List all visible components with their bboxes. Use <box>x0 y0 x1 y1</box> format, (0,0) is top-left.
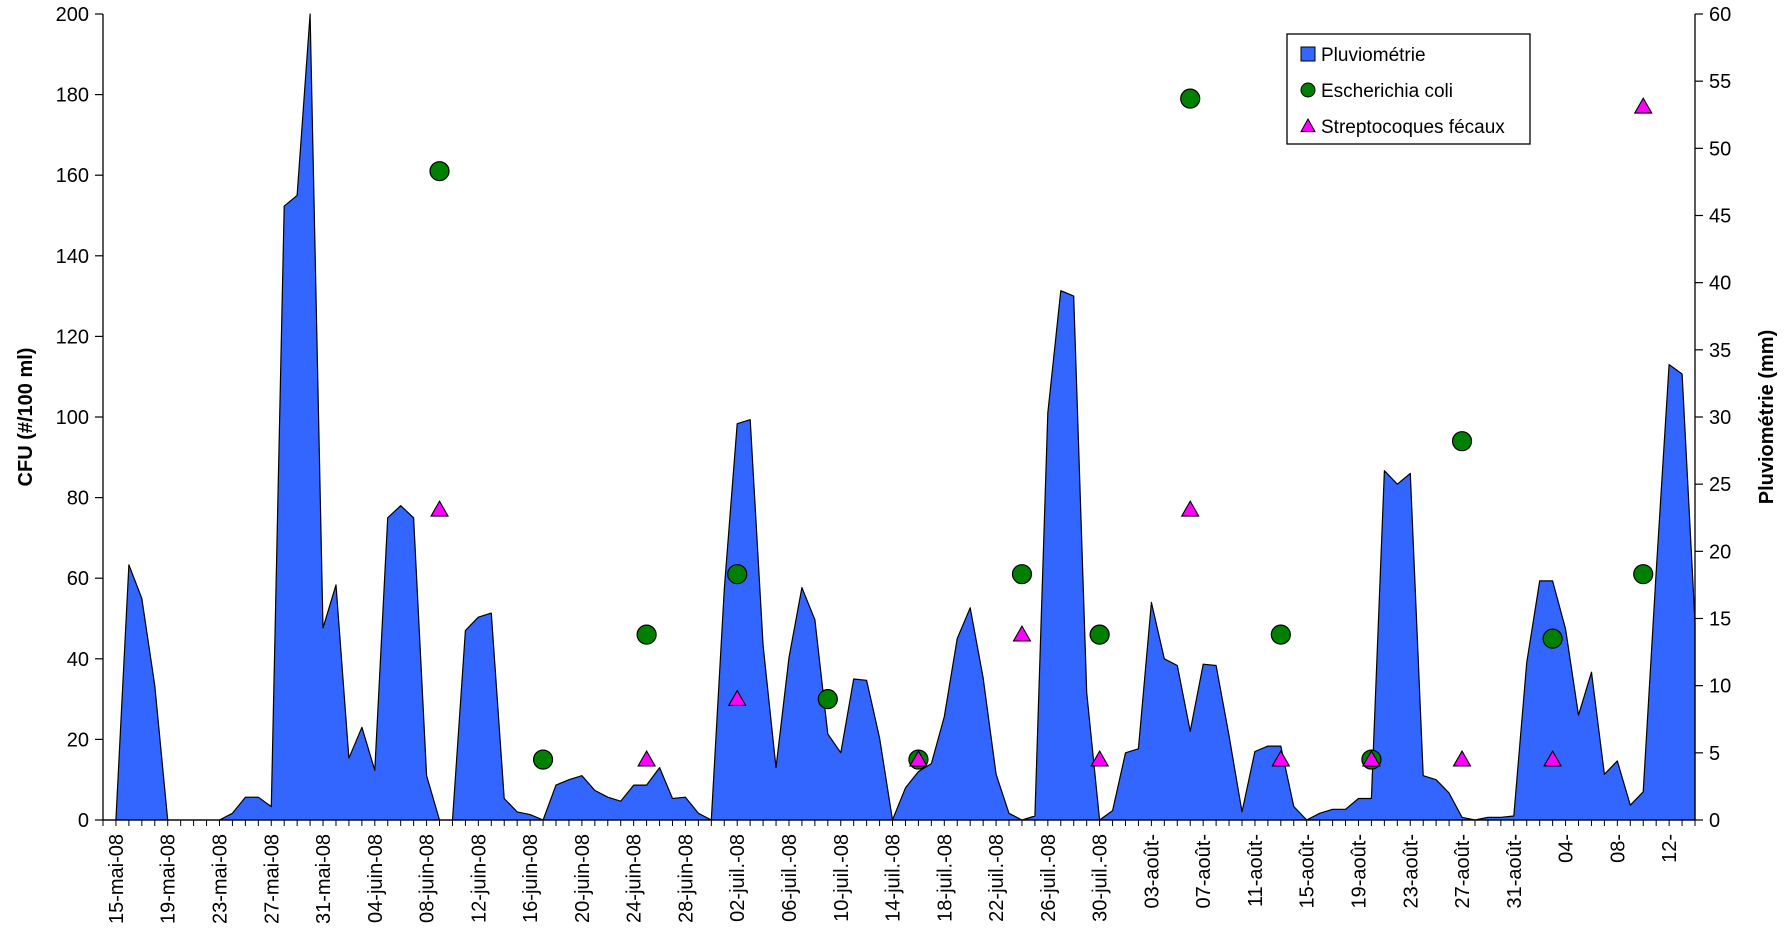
right-tick-label: 25 <box>1709 474 1731 496</box>
right-tick-label: 40 <box>1709 273 1731 295</box>
left-tick-label: 40 <box>67 649 89 671</box>
streptocoques-point <box>1633 97 1653 114</box>
left-axis-title: CFU (#/100 ml) <box>15 348 37 487</box>
left-tick-label: 80 <box>67 488 89 510</box>
streptocoques-point <box>430 500 449 517</box>
streptocoques-point <box>1090 749 1110 767</box>
right-tick-label: 20 <box>1709 541 1731 563</box>
left-tick-label: 20 <box>67 729 89 751</box>
rain-area <box>102 13 1696 821</box>
x-tick-label: 16-juin-08 <box>520 834 542 923</box>
legend-label: Pluviométrie <box>1321 45 1426 66</box>
streptocoques-point <box>1361 749 1381 767</box>
x-tick-label: 15-mai-08 <box>106 834 128 924</box>
x-tick-label: 27-août- <box>1452 834 1474 909</box>
x-tick-label: 26-juil.-08 <box>1038 834 1060 922</box>
markers-layer <box>429 88 1654 770</box>
streptocoques-point <box>1452 749 1472 767</box>
legend-swatch-ecoli <box>1300 82 1316 98</box>
streptocoques-point <box>1180 500 1200 517</box>
x-tick-label: 02-juil.-08 <box>727 834 749 922</box>
ecoli-point <box>1451 431 1473 452</box>
x-ticks: 15-mai-08 19-mai-08 23-mai-08 27-mai-08 31-m… <box>102 820 1696 924</box>
left-tick-label: 140 <box>56 246 89 268</box>
legend-swatch-streptocoques <box>1300 117 1316 133</box>
x-tick-label: 23-mai-08 <box>210 834 232 924</box>
ecoli-point <box>1011 564 1033 585</box>
right-tick-label: 45 <box>1709 206 1731 228</box>
left-tick-label: 100 <box>56 407 89 429</box>
streptocoques-point <box>727 689 747 707</box>
x-tick-label: 14-juil.-08 <box>883 834 905 922</box>
right-tick-label: 10 <box>1709 676 1731 698</box>
ecoli-point <box>817 688 838 710</box>
ecoli-point <box>727 564 748 585</box>
left-y-ticks: 0 20 40 60 80 100 120 140 160 180 200 <box>56 4 103 832</box>
right-tick-label: 15 <box>1709 609 1731 631</box>
right-y-ticks: 0 5 10 15 20 25 30 35 40 45 50 55 60 <box>1695 4 1731 832</box>
x-tick-label: 27-mai-08 <box>261 834 283 924</box>
streptocoques-point <box>1271 749 1291 767</box>
x-tick-label: 18-juil.-08 <box>934 834 956 922</box>
right-tick-label: 30 <box>1709 407 1731 429</box>
x-tick-label: 04-juin-08 <box>365 834 387 923</box>
ecoli-point <box>532 749 554 770</box>
x-tick-label: 11-août- <box>1245 834 1267 907</box>
x-tick-label: 08-juin-08 <box>417 834 439 923</box>
left-tick-label: 200 <box>56 4 89 26</box>
left-tick-label: 0 <box>78 810 89 832</box>
x-tick-label: 08- <box>1607 834 1629 863</box>
x-tick-label: 15-août- <box>1297 834 1319 909</box>
x-tick-label: 06-juil.-08 <box>779 834 801 922</box>
x-tick-label: 07-août- <box>1193 834 1215 909</box>
legend-label: Escherichia coli <box>1321 81 1453 102</box>
x-tick-label: 04- <box>1556 834 1578 863</box>
ecoli-point <box>1542 628 1563 649</box>
x-tick-label: 20-juin-08 <box>572 834 594 923</box>
legend-swatch-rain <box>1300 46 1316 62</box>
right-tick-label: 55 <box>1709 71 1731 93</box>
streptocoques-point <box>637 749 657 767</box>
right-tick-label: 50 <box>1709 138 1731 160</box>
legend: Pluviométrie Escherichia coli Streptocoque… <box>1286 33 1531 145</box>
right-tick-label: 5 <box>1709 743 1720 765</box>
x-tick-label: 03-août- <box>1141 834 1163 909</box>
x-tick-label: 28-juin-08 <box>675 834 697 923</box>
ecoli-point <box>1270 624 1291 645</box>
x-tick-label: 24-juin-08 <box>624 834 646 923</box>
streptocoques-point <box>1543 749 1563 767</box>
streptocoques-point <box>908 749 928 767</box>
left-tick-label: 120 <box>56 326 89 348</box>
x-tick-label: 30-juil.-08 <box>1090 834 1112 922</box>
right-tick-label: 0 <box>1709 810 1720 832</box>
x-tick-label: 19-août- <box>1349 834 1371 909</box>
legend-box <box>1286 33 1531 145</box>
ecoli-point <box>1089 624 1110 645</box>
legend-label: Streptocoques fécaux <box>1321 117 1505 138</box>
x-tick-label: 23-août- <box>1400 834 1422 909</box>
rain-area-layer <box>102 13 1696 821</box>
x-tick-label: 22-juil.-08 <box>986 834 1008 922</box>
streptocoques-point <box>1012 625 1032 642</box>
left-tick-label: 180 <box>56 85 89 107</box>
x-tick-label: 12-juin-08 <box>468 834 490 923</box>
ecoli-point <box>636 624 657 645</box>
x-tick-label: 12- <box>1659 834 1681 863</box>
x-tick-label: 10-juil.-08 <box>831 834 853 922</box>
ecoli-point <box>429 161 450 182</box>
left-tick-label: 160 <box>56 165 89 187</box>
ecoli-point <box>1633 564 1654 585</box>
x-tick-label: 31-mai-08 <box>313 834 335 924</box>
right-tick-label: 35 <box>1709 340 1731 362</box>
x-tick-label: 19-mai-08 <box>158 834 180 924</box>
left-tick-label: 60 <box>67 568 89 590</box>
x-tick-label: 31-août- <box>1504 834 1526 909</box>
right-axis-title: Pluviométrie (mm) <box>1756 330 1778 504</box>
right-tick-label: 60 <box>1709 4 1731 26</box>
ecoli-point <box>1180 88 1201 109</box>
